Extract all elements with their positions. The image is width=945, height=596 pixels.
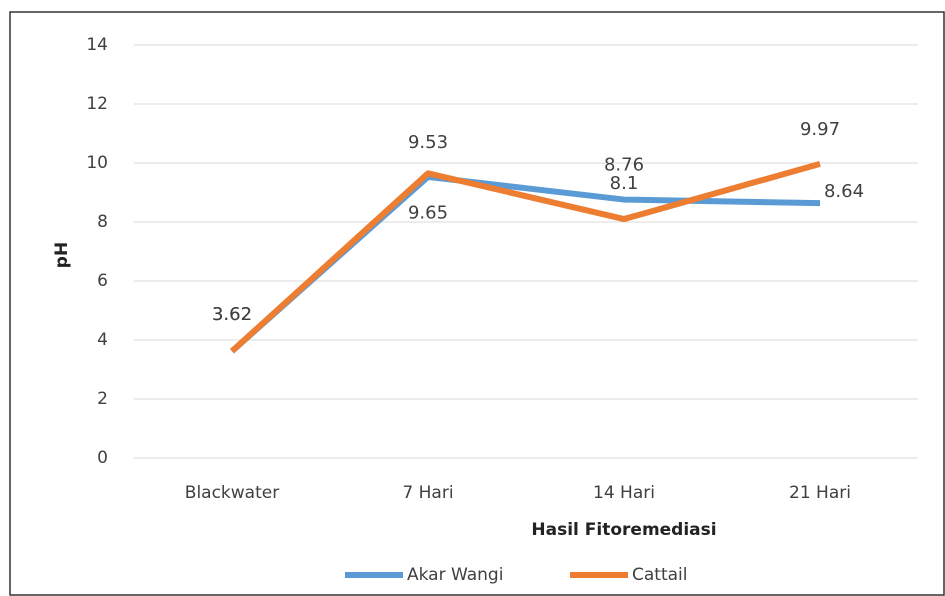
x-axis-title: Hasil Fitoremediasi [531, 520, 716, 540]
y-tick-label: 10 [86, 153, 108, 173]
series-line [229, 160, 821, 354]
y-tick-label: 4 [97, 330, 108, 350]
x-tick-label: 14 Hari [593, 483, 655, 503]
x-tick-label: 7 Hari [402, 483, 453, 503]
y-tick-label: 14 [86, 35, 108, 55]
data-label: 3.62 [212, 304, 252, 325]
data-label: 9.53 [408, 132, 448, 153]
y-tick-label: 2 [97, 389, 108, 409]
data-label: 8.1 [610, 173, 639, 194]
y-axis-title: pH [52, 242, 72, 268]
y-tick-label: 12 [86, 94, 108, 114]
data-label: 9.97 [800, 119, 840, 140]
x-tick-label: Blackwater [185, 483, 279, 503]
data-label: 3.62 [212, 304, 252, 325]
legend-label: Akar Wangi [407, 565, 503, 585]
data-label: 9.65 [408, 202, 448, 223]
x-tick-label: 21 Hari [789, 483, 851, 503]
chart-border [9, 11, 945, 596]
y-tick-label: 8 [97, 212, 108, 232]
y-tick-label: 0 [97, 448, 108, 468]
legend-label: Cattail [632, 565, 687, 585]
data-label: 8.76 [604, 155, 644, 176]
data-label: 8.64 [824, 181, 864, 202]
y-tick-label: 6 [97, 271, 108, 291]
